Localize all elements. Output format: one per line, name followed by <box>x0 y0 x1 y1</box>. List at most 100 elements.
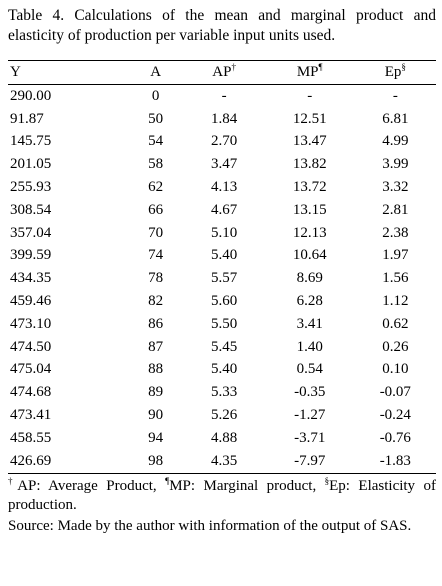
header-text: AP <box>212 64 232 80</box>
table-cell: 3.41 <box>296 315 323 332</box>
table-cell: 290.00 <box>10 87 52 104</box>
table-cell: 255.93 <box>10 179 52 196</box>
table-row: 434.35 78 5.57 8.69 1.56 <box>8 267 436 290</box>
table-cell: 3.32 <box>382 179 409 196</box>
table-cell: 473.41 <box>10 407 52 424</box>
footnote-mark: § <box>324 475 330 486</box>
table-row: 255.93 62 4.13 13.72 3.32 <box>8 176 436 199</box>
table-cell: 399.59 <box>10 247 52 264</box>
table-cell: 1.56 <box>382 270 409 287</box>
table-row: 475.04 88 5.40 0.54 0.10 <box>8 359 436 382</box>
table-cell: 2.81 <box>382 201 409 218</box>
table-cell: 4.88 <box>210 429 238 446</box>
table-cell: 87 <box>148 338 164 355</box>
source-note: Source: Made by the author with informat… <box>8 517 412 534</box>
table-cell: 474.50 <box>10 338 52 355</box>
footnote-text: Ep: Elasticity of production. <box>8 477 436 513</box>
table-cell: 6.28 <box>296 293 323 310</box>
table-cell: 12.51 <box>292 110 327 127</box>
table-row: 308.54 66 4.67 13.15 2.81 <box>8 199 436 222</box>
column-header: MP¶ <box>265 61 355 85</box>
table-row: 399.59 74 5.40 10.64 1.97 <box>8 245 436 268</box>
table-cell: 12.13 <box>292 224 327 241</box>
table-cell: 54 <box>148 133 164 150</box>
table-cell: 1.12 <box>382 293 409 310</box>
table-row: 473.41 90 5.26 -1.27 -0.24 <box>8 404 436 427</box>
table-cell: 5.40 <box>210 361 238 378</box>
header-text: Y <box>10 64 21 80</box>
table-cell: 50 <box>148 110 164 127</box>
header-text: Ep <box>384 64 402 80</box>
table-cell: 434.35 <box>10 270 52 287</box>
table-cell: 458.55 <box>10 429 52 446</box>
table-cell: 5.33 <box>210 384 238 401</box>
table-cell: 201.05 <box>10 156 52 173</box>
table-row: 145.75 54 2.70 13.47 4.99 <box>8 131 436 154</box>
table-row: 91.87 50 1.84 12.51 6.81 <box>8 108 436 131</box>
column-header: A <box>128 61 184 85</box>
table-cell: 1.40 <box>296 338 323 355</box>
table-row: 458.55 94 4.88 -3.71 -0.76 <box>8 427 436 450</box>
table-cell: 98 <box>148 452 164 469</box>
table-cell: 5.26 <box>210 407 238 424</box>
table-cell: 82 <box>148 293 164 310</box>
header-text: A <box>150 64 162 80</box>
table-row: 357.04 70 5.10 12.13 2.38 <box>8 222 436 245</box>
table-cell: 0 <box>151 87 160 104</box>
table-cell: 4.67 <box>210 201 238 218</box>
table-cell: 4.99 <box>382 133 409 150</box>
table-cell: 5.10 <box>210 224 238 241</box>
table-cell: 8.69 <box>296 270 323 287</box>
table-row: 290.00 0 - - - <box>8 85 436 108</box>
table-cell: 89 <box>148 384 164 401</box>
table-cell: -1.83 <box>379 452 411 469</box>
table-cell: 1.84 <box>210 110 238 127</box>
column-header: Ep§ <box>355 61 436 85</box>
table-cell: 426.69 <box>10 452 52 469</box>
table-cell: 308.54 <box>10 201 52 218</box>
table-cell: 459.46 <box>10 293 52 310</box>
table-cell: 2.70 <box>210 133 238 150</box>
table-cell: -3.71 <box>294 429 326 446</box>
table-cell: 6.81 <box>382 110 409 127</box>
table-caption: Table 4. Calculations of the mean and ma… <box>8 7 436 44</box>
table-cell: 5.40 <box>210 247 238 264</box>
table-cell: 5.50 <box>210 315 238 332</box>
table-cell: 70 <box>148 224 164 241</box>
table-cell: 94 <box>148 429 164 446</box>
table-cell: 4.13 <box>210 179 238 196</box>
table-cell: - <box>392 87 398 104</box>
table-cell: 0.10 <box>382 361 409 378</box>
table-cell: 78 <box>148 270 164 287</box>
table-cell: 145.75 <box>10 133 52 150</box>
footnote-text: AP: Average Product, <box>17 477 166 494</box>
table-cell: 475.04 <box>10 361 52 378</box>
table-row: 459.46 82 5.60 6.28 1.12 <box>8 290 436 313</box>
table-row: 473.10 86 5.50 3.41 0.62 <box>8 313 436 336</box>
footnote-text: MP: Marginal product, <box>169 477 325 494</box>
table-cell: 0.54 <box>296 361 323 378</box>
table-cell: 5.57 <box>210 270 238 287</box>
table-cell: 2.38 <box>382 224 409 241</box>
table-row: 201.05 58 3.47 13.82 3.99 <box>8 153 436 176</box>
table-cell: 13.15 <box>292 201 327 218</box>
table-cell: - <box>221 87 227 104</box>
column-header: Y <box>8 61 128 85</box>
footnote-mark: † <box>8 475 18 486</box>
table-cell: 0.26 <box>382 338 409 355</box>
table-cell: -7.97 <box>294 452 326 469</box>
table-cell: 0.62 <box>382 315 409 332</box>
table-cell: 10.64 <box>292 247 327 264</box>
document: Table 4. Calculations of the mean and ma… <box>8 7 436 534</box>
table-row: 474.68 89 5.33 -0.35 -0.07 <box>8 381 436 404</box>
table-cell: 357.04 <box>10 224 52 241</box>
table-cell: 86 <box>148 315 164 332</box>
header-text: MP <box>296 64 319 80</box>
header-row: Y A AP† MP¶ Ep§ <box>8 60 436 85</box>
header-mark: § <box>401 62 406 72</box>
table-cell: 58 <box>148 156 164 173</box>
table-cell: -0.35 <box>294 384 326 401</box>
table-cell: 473.10 <box>10 315 52 332</box>
table-cell: 91.87 <box>10 110 44 127</box>
